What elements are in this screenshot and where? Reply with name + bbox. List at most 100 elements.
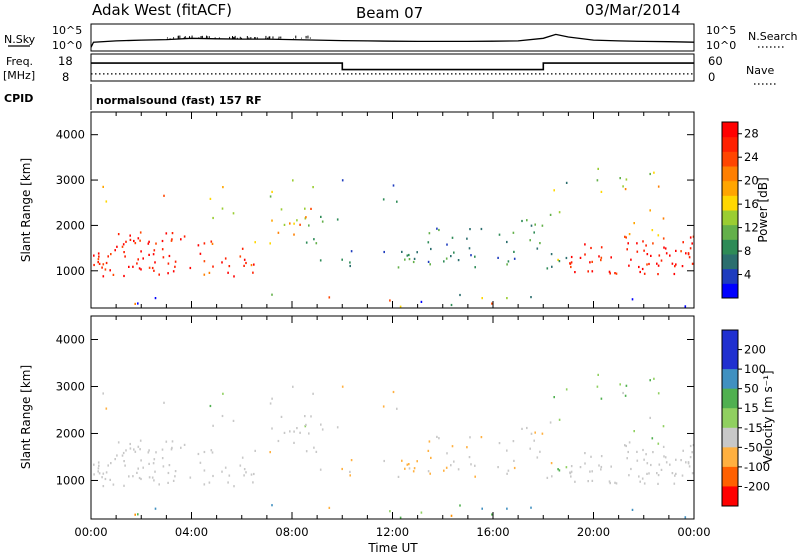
velocity-cell [102, 392, 104, 395]
velocity-cell [174, 470, 177, 473]
velocity-cell [534, 431, 536, 434]
power-cell [252, 271, 254, 274]
velocity-cell [579, 466, 582, 469]
velocity-cell [312, 392, 314, 395]
power-cell [688, 256, 691, 259]
power-cell [534, 223, 536, 226]
power-cell [436, 227, 438, 230]
power-cell [383, 250, 385, 254]
velocity-cell [643, 482, 646, 485]
power-cell [243, 258, 246, 261]
velocity-cell [269, 451, 271, 454]
power-cell [283, 223, 286, 226]
velocity-cell [663, 455, 665, 458]
power-cell [669, 254, 671, 257]
power-cell [657, 273, 659, 276]
power-cell [116, 245, 118, 248]
power-cell [608, 270, 611, 273]
power-cell [596, 179, 599, 182]
power-cell [401, 250, 403, 253]
power-cell [584, 243, 586, 246]
velocity-cell [480, 436, 483, 439]
power-cell [114, 249, 116, 252]
power-cell [645, 244, 647, 247]
velocity-cell [625, 444, 627, 448]
freq-label-1: Freq. [6, 55, 33, 68]
power-cell [171, 238, 173, 241]
power-cell [336, 218, 339, 221]
velocity-cell [450, 514, 453, 517]
power-cell [498, 233, 501, 236]
velocity-cell [167, 471, 170, 475]
power-cell [180, 238, 182, 241]
power-cell [153, 269, 155, 272]
velocity-cell [662, 425, 665, 428]
velocity-cell [665, 461, 668, 464]
velocity-cell [110, 462, 112, 465]
power-cell [665, 252, 668, 255]
velocity-cell [165, 440, 168, 443]
power-cell [587, 270, 589, 273]
power-cell [232, 212, 235, 215]
velocity-cell [406, 463, 409, 466]
velocity-cell [497, 466, 499, 469]
x-tick-label: 20:00 [577, 525, 610, 539]
velocity-cell [600, 397, 603, 400]
power-cell [101, 266, 103, 269]
velocity-cell [474, 475, 476, 478]
power-colorbar-swatch [722, 283, 738, 299]
velocity-cell [341, 467, 343, 471]
power-cell [162, 256, 165, 259]
velocity-cell [550, 462, 553, 465]
power-cell [646, 253, 649, 256]
power-cell [653, 171, 655, 174]
velocity-cell [420, 511, 423, 514]
power-cell [97, 261, 99, 264]
velocity-x-ticks [90, 316, 695, 519]
velocity-cell [161, 457, 164, 460]
velocity-cell [506, 472, 508, 475]
velocity-cell [203, 483, 206, 486]
power-cell [389, 299, 391, 302]
power-colorbar-tick-label: 16 [744, 197, 759, 211]
velocity-cell [600, 468, 602, 471]
velocity-cell [319, 468, 322, 471]
power-cell [474, 266, 476, 269]
velocity-cell [660, 468, 663, 471]
nsky-panel-frame [90, 23, 695, 52]
power-colorbar: 4 8 12 16 20 24 28 [721, 121, 759, 299]
power-cell [137, 258, 139, 261]
velocity-cell [392, 390, 395, 394]
power-cell [590, 246, 592, 250]
power-cell [420, 300, 423, 303]
velocity-cell [101, 476, 103, 479]
velocity-cell [649, 379, 651, 382]
velocity-cell [396, 407, 398, 410]
velocity-cell [446, 452, 448, 455]
velocity-cell [533, 439, 535, 442]
velocity-cell [491, 513, 493, 516]
power-cell [406, 254, 409, 257]
power-cell [574, 271, 576, 274]
velocity-cell [584, 452, 586, 455]
velocity-cell [243, 474, 245, 477]
velocity-cell [639, 480, 641, 483]
velocity-cell [557, 468, 559, 471]
velocity-cell [171, 440, 174, 443]
velocity-panel-frame [90, 315, 695, 520]
velocity-cell [152, 462, 155, 465]
velocity-cell [98, 464, 100, 467]
power-cell [656, 262, 658, 265]
velocity-cell [189, 476, 192, 479]
velocity-cell [689, 444, 692, 448]
power-cell [280, 208, 283, 211]
power-cell [104, 268, 107, 271]
velocity-cell [610, 465, 612, 468]
power-cell [551, 265, 553, 268]
power-colorbar-swatch [722, 136, 738, 152]
power-colorbar-swatch [722, 180, 738, 196]
power-cell [657, 185, 660, 188]
power-cell [250, 264, 253, 267]
power-cell [203, 273, 206, 276]
power-colorbar-frame [721, 121, 739, 299]
